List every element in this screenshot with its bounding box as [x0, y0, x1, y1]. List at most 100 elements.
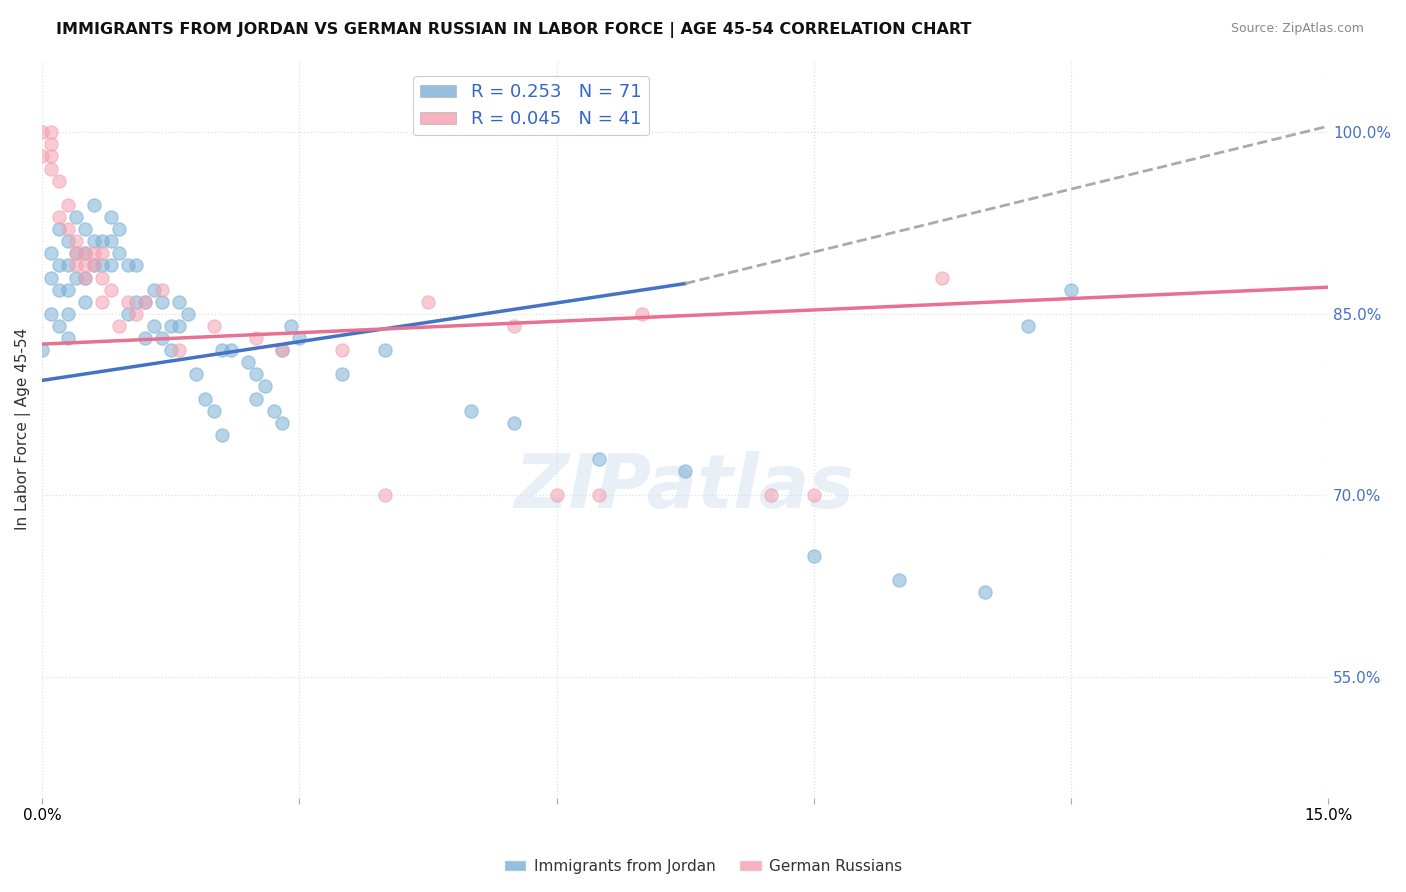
Point — [73, 294, 96, 309]
Point — [374, 343, 396, 358]
Point — [169, 318, 191, 333]
Point — [219, 343, 242, 358]
Point — [83, 198, 105, 212]
Point — [108, 318, 131, 333]
Point — [65, 210, 87, 224]
Point — [177, 307, 200, 321]
Text: Source: ZipAtlas.com: Source: ZipAtlas.com — [1230, 22, 1364, 36]
Point — [56, 198, 79, 212]
Point — [150, 331, 173, 345]
Point — [56, 283, 79, 297]
Point — [211, 428, 233, 442]
Point — [253, 379, 276, 393]
Point — [502, 416, 524, 430]
Point — [48, 174, 70, 188]
Point — [100, 210, 122, 224]
Point — [31, 125, 53, 139]
Point — [759, 488, 782, 502]
Point — [125, 307, 148, 321]
Point — [39, 137, 62, 152]
Point — [39, 307, 62, 321]
Point — [236, 355, 259, 369]
Point — [150, 283, 173, 297]
Point — [65, 246, 87, 260]
Point — [100, 234, 122, 248]
Legend: Immigrants from Jordan, German Russians: Immigrants from Jordan, German Russians — [498, 853, 908, 880]
Point — [83, 259, 105, 273]
Point — [56, 307, 79, 321]
Point — [150, 294, 173, 309]
Point — [169, 294, 191, 309]
Point — [73, 270, 96, 285]
Point — [73, 222, 96, 236]
Point — [100, 259, 122, 273]
Point — [31, 343, 53, 358]
Point — [91, 259, 114, 273]
Point — [159, 318, 181, 333]
Point — [211, 343, 233, 358]
Point — [39, 161, 62, 176]
Point — [588, 488, 610, 502]
Point — [108, 246, 131, 260]
Point — [56, 234, 79, 248]
Text: IMMIGRANTS FROM JORDAN VS GERMAN RUSSIAN IN LABOR FORCE | AGE 45-54 CORRELATION : IMMIGRANTS FROM JORDAN VS GERMAN RUSSIAN… — [56, 22, 972, 38]
Point — [330, 343, 353, 358]
Point — [280, 318, 302, 333]
Point — [39, 149, 62, 163]
Point — [202, 403, 225, 417]
Point — [73, 246, 96, 260]
Point — [245, 331, 267, 345]
Point — [546, 488, 568, 502]
Legend: R = 0.253   N = 71, R = 0.045   N = 41: R = 0.253 N = 71, R = 0.045 N = 41 — [413, 76, 648, 136]
Point — [169, 343, 191, 358]
Point — [134, 294, 156, 309]
Point — [31, 149, 53, 163]
Point — [48, 222, 70, 236]
Point — [73, 270, 96, 285]
Point — [117, 259, 139, 273]
Point — [374, 488, 396, 502]
Point — [39, 246, 62, 260]
Point — [416, 294, 439, 309]
Point — [974, 585, 997, 599]
Point — [330, 368, 353, 382]
Point — [108, 222, 131, 236]
Point — [194, 392, 217, 406]
Point — [142, 318, 165, 333]
Point — [125, 294, 148, 309]
Point — [1060, 283, 1083, 297]
Point — [125, 259, 148, 273]
Point — [91, 246, 114, 260]
Point — [65, 234, 87, 248]
Point — [631, 307, 654, 321]
Point — [271, 343, 294, 358]
Point — [48, 210, 70, 224]
Point — [39, 270, 62, 285]
Point — [48, 318, 70, 333]
Point — [56, 331, 79, 345]
Point — [460, 403, 482, 417]
Point — [803, 488, 825, 502]
Point — [73, 246, 96, 260]
Point — [56, 222, 79, 236]
Point — [83, 234, 105, 248]
Point — [673, 464, 696, 478]
Point — [245, 392, 267, 406]
Point — [91, 294, 114, 309]
Point — [65, 270, 87, 285]
Point — [134, 294, 156, 309]
Point — [142, 283, 165, 297]
Point — [83, 259, 105, 273]
Point — [91, 234, 114, 248]
Point — [117, 307, 139, 321]
Point — [48, 259, 70, 273]
Point — [288, 331, 311, 345]
Point — [83, 246, 105, 260]
Point — [186, 368, 208, 382]
Point — [271, 343, 294, 358]
Point — [73, 259, 96, 273]
Point — [889, 573, 911, 587]
Point — [56, 259, 79, 273]
Point — [1017, 318, 1039, 333]
Point — [263, 403, 285, 417]
